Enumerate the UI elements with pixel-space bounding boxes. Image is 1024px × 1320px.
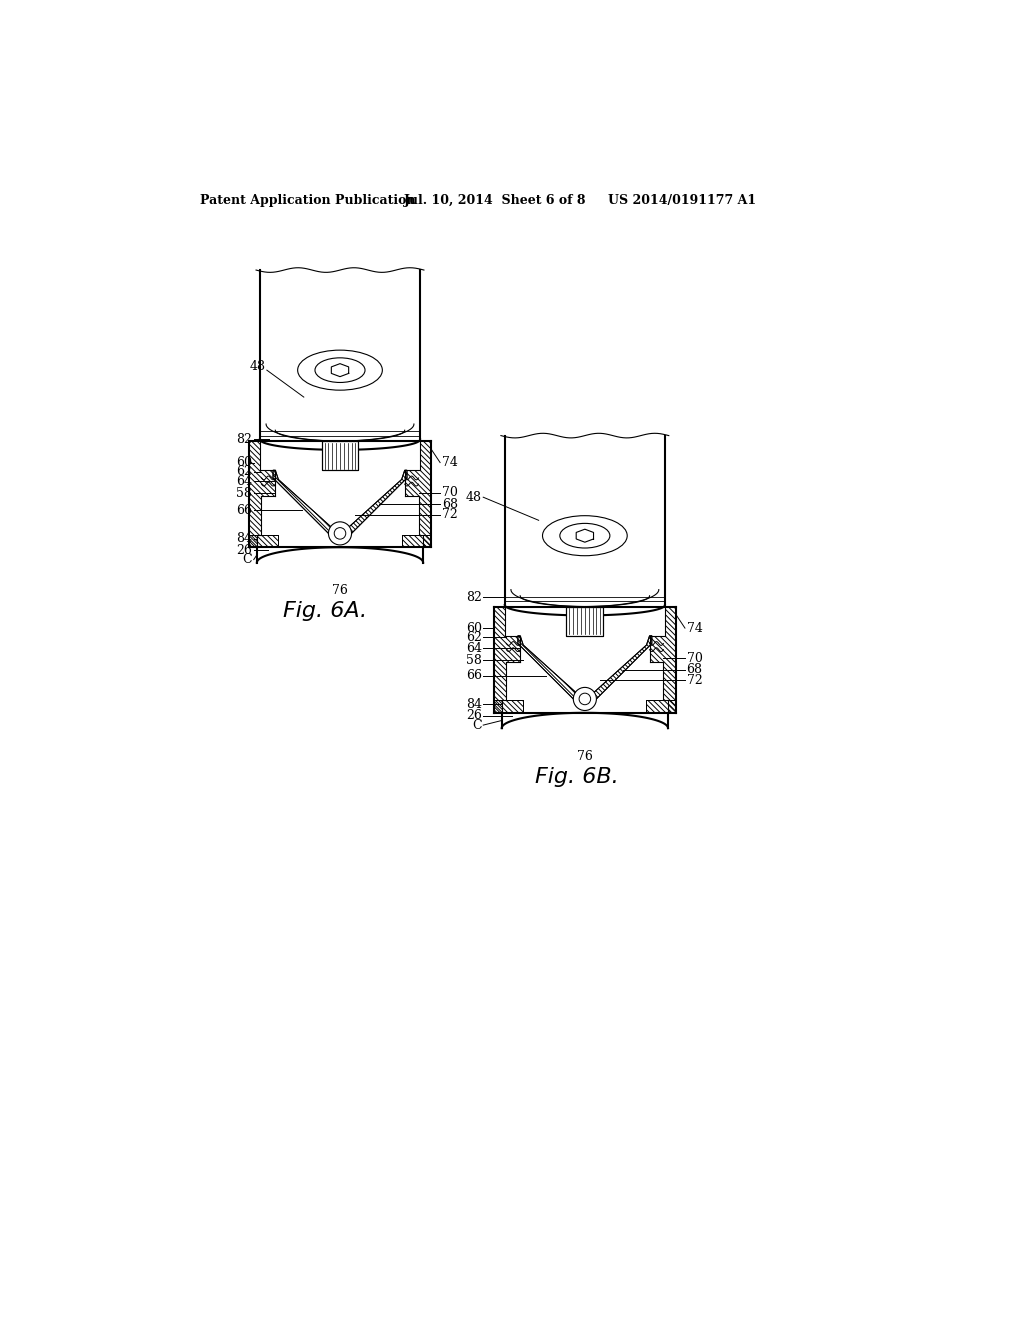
- Polygon shape: [566, 607, 603, 636]
- Polygon shape: [494, 607, 520, 713]
- Text: Fig. 6B.: Fig. 6B.: [536, 767, 620, 787]
- Text: 84: 84: [237, 532, 252, 545]
- Text: 74: 74: [686, 622, 702, 635]
- Polygon shape: [322, 441, 358, 470]
- Text: 68: 68: [686, 663, 702, 676]
- Polygon shape: [347, 470, 407, 535]
- Text: 64: 64: [466, 642, 481, 655]
- Text: 48: 48: [249, 360, 265, 372]
- Polygon shape: [249, 441, 275, 548]
- Text: 58: 58: [466, 653, 481, 667]
- Polygon shape: [649, 607, 676, 713]
- Polygon shape: [592, 636, 652, 701]
- Text: 84: 84: [466, 698, 481, 711]
- Polygon shape: [347, 470, 407, 535]
- Polygon shape: [494, 607, 520, 713]
- Circle shape: [329, 521, 351, 545]
- Text: 70: 70: [441, 486, 458, 499]
- Text: 26: 26: [237, 544, 252, 557]
- Polygon shape: [249, 535, 279, 548]
- Text: 74: 74: [441, 455, 458, 469]
- Polygon shape: [646, 701, 676, 713]
- Text: 66: 66: [466, 669, 481, 682]
- Text: 72: 72: [686, 675, 702, 686]
- Polygon shape: [401, 535, 431, 548]
- Polygon shape: [249, 535, 279, 548]
- Text: 66: 66: [237, 504, 252, 517]
- Text: 62: 62: [237, 465, 252, 478]
- Text: 64: 64: [237, 474, 252, 487]
- Text: Jul. 10, 2014  Sheet 6 of 8: Jul. 10, 2014 Sheet 6 of 8: [403, 194, 587, 207]
- Text: 76: 76: [332, 585, 348, 597]
- Polygon shape: [249, 441, 275, 548]
- Polygon shape: [494, 701, 523, 713]
- Polygon shape: [518, 636, 578, 701]
- Polygon shape: [322, 441, 358, 470]
- Text: 60: 60: [466, 622, 481, 635]
- Polygon shape: [273, 470, 333, 535]
- Text: 62: 62: [466, 631, 481, 644]
- Text: C: C: [243, 553, 252, 566]
- Polygon shape: [518, 636, 578, 701]
- Text: 60: 60: [237, 455, 252, 469]
- Circle shape: [573, 688, 596, 710]
- Text: 82: 82: [237, 433, 252, 446]
- Text: 76: 76: [577, 750, 593, 763]
- Text: 26: 26: [466, 709, 481, 722]
- Circle shape: [580, 693, 591, 705]
- Polygon shape: [646, 701, 676, 713]
- Text: 58: 58: [237, 487, 252, 500]
- Text: Patent Application Publication: Patent Application Publication: [200, 194, 416, 207]
- Polygon shape: [273, 470, 333, 535]
- Polygon shape: [401, 535, 431, 548]
- Text: 72: 72: [441, 508, 458, 521]
- Text: US 2014/0191177 A1: US 2014/0191177 A1: [608, 194, 756, 207]
- Polygon shape: [494, 701, 523, 713]
- Polygon shape: [592, 636, 652, 701]
- Text: 48: 48: [466, 491, 481, 504]
- Text: Fig. 6A.: Fig. 6A.: [283, 601, 367, 622]
- Text: C: C: [472, 718, 481, 731]
- Polygon shape: [404, 441, 431, 548]
- Text: 82: 82: [466, 591, 481, 603]
- Polygon shape: [566, 607, 603, 636]
- Text: 68: 68: [441, 498, 458, 511]
- Circle shape: [334, 528, 346, 539]
- Polygon shape: [649, 607, 676, 713]
- Polygon shape: [404, 441, 431, 548]
- Text: 70: 70: [686, 652, 702, 665]
